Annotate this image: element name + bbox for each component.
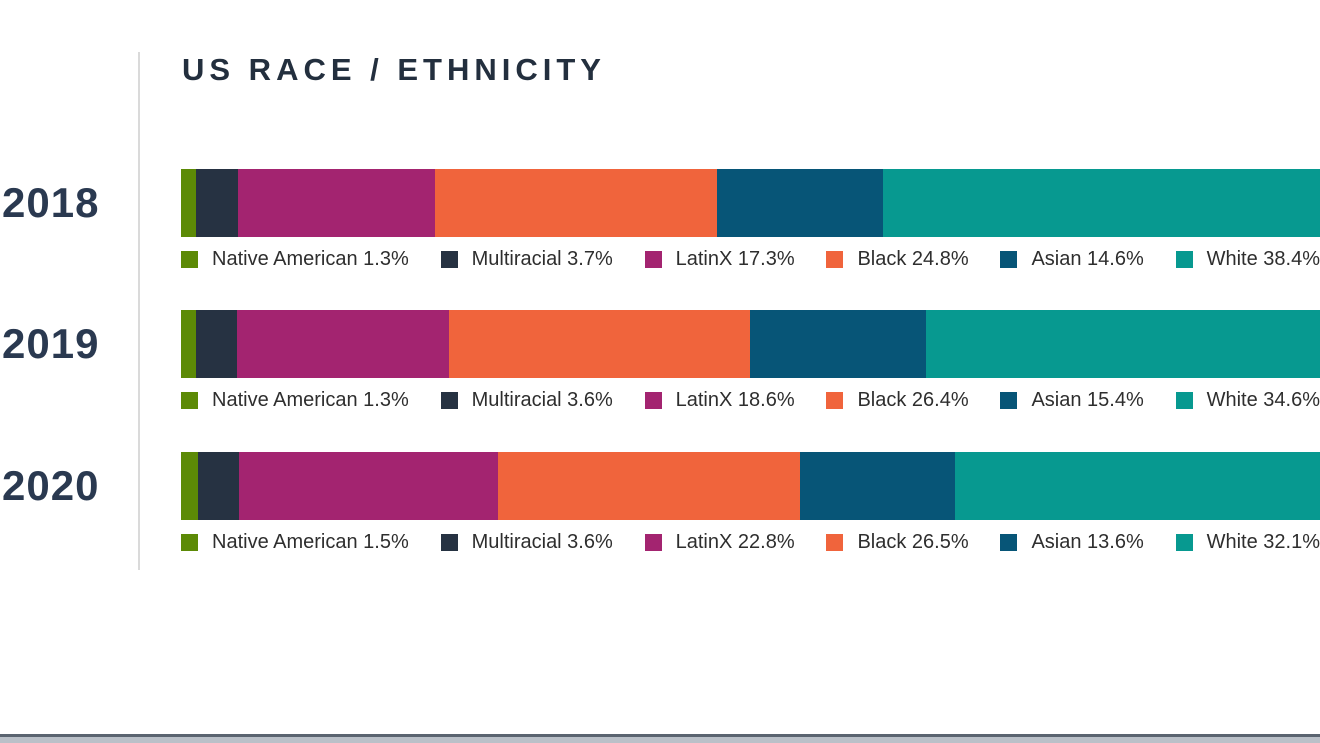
stacked-bar-2020: [181, 452, 1320, 520]
chart-row-2020: Native American 1.5% Multiracial 3.6% Lati…: [181, 452, 1320, 552]
legend-label: Asian 14.6%: [1031, 248, 1144, 270]
legend-label: LatinX 17.3%: [675, 248, 795, 270]
bar-segment-multiracial: [195, 310, 237, 378]
legend-swatch-icon: [1000, 391, 1018, 409]
legend-label: Black 26.4%: [857, 389, 969, 411]
legend-label: White 32.1%: [1206, 531, 1320, 553]
bar-segment-black: [498, 452, 800, 520]
chart-row-2019: Native American 1.3% Multiracial 3.6% Lati…: [181, 310, 1320, 410]
legend-label: Black 26.5%: [857, 531, 969, 553]
legend-item-black: Black 24.8%: [826, 248, 969, 270]
legend-row-2019: Native American 1.3% Multiracial 3.6% Lati…: [181, 390, 1320, 410]
bar-segment-multiracial: [198, 452, 240, 520]
chart-row-2018: Native American 1.3% Multiracial 3.7% Lati…: [181, 169, 1320, 269]
legend-swatch-icon: [440, 250, 458, 268]
legend-item-asian: Asian 13.6%: [1000, 531, 1144, 553]
bar-segment-asian: [800, 452, 955, 520]
stacked-bar-2019: [181, 310, 1320, 378]
legend-label: Asian 13.6%: [1031, 531, 1144, 553]
legend-item-latinx: LatinX 17.3%: [644, 248, 795, 270]
legend-swatch-icon: [644, 391, 662, 409]
footer-divider-line: [0, 734, 1320, 737]
stacked-bar-2018: [181, 169, 1320, 237]
bar-segment-white: [954, 452, 1320, 520]
legend-swatch-icon: [181, 533, 198, 551]
legend-label: Asian 15.4%: [1031, 389, 1144, 411]
legend-item-black: Black 26.4%: [826, 389, 969, 411]
legend-swatch-icon: [181, 391, 198, 409]
bar-segment-asian: [749, 310, 926, 378]
year-label-2018: 2018: [2, 179, 100, 226]
legend-swatch-icon: [440, 391, 458, 409]
legend-label: White 38.4%: [1206, 248, 1320, 270]
legend-label: LatinX 18.6%: [675, 389, 795, 411]
vertical-rule: [138, 52, 140, 570]
legend-swatch-icon: [1175, 533, 1193, 551]
bar-segment-latinx: [236, 310, 449, 378]
bar-segment-latinx: [239, 452, 499, 520]
legend-item-asian: Asian 15.4%: [1000, 389, 1144, 411]
legend-item-white: White 32.1%: [1175, 531, 1320, 553]
bar-segment-white: [925, 310, 1320, 378]
legend-item-asian: Asian 14.6%: [1000, 248, 1144, 270]
bar-segment-native-american: [181, 452, 199, 520]
bar-segment-asian: [716, 169, 884, 237]
legend-swatch-icon: [1000, 533, 1018, 551]
legend-swatch-icon: [644, 533, 662, 551]
legend-item-native-american: Native American 1.5%: [181, 532, 409, 552]
legend-label: Black 24.8%: [857, 248, 969, 270]
legend-item-multiracial: Multiracial 3.6%: [440, 531, 613, 553]
legend-swatch-icon: [1000, 250, 1018, 268]
legend-row-2020: Native American 1.5% Multiracial 3.6% Lati…: [181, 532, 1320, 552]
bar-segment-native-american: [181, 310, 196, 378]
legend-label: Multiracial 3.7%: [471, 248, 613, 270]
bar-segment-native-american: [181, 169, 196, 237]
legend-swatch-icon: [826, 533, 844, 551]
legend-label: Native American 1.3%: [212, 248, 409, 270]
legend-swatch-icon: [1175, 391, 1193, 409]
legend-item-native-american: Native American 1.3%: [181, 390, 409, 410]
legend-swatch-icon: [440, 533, 458, 551]
legend-label: Native American 1.3%: [212, 389, 409, 411]
year-label-2020: 2020: [2, 462, 100, 509]
legend-item-multiracial: Multiracial 3.6%: [440, 389, 613, 411]
bar-segment-multiracial: [195, 169, 238, 237]
legend-swatch-icon: [644, 250, 662, 268]
legend-swatch-icon: [826, 391, 844, 409]
legend-item-white: White 38.4%: [1175, 248, 1320, 270]
legend-item-black: Black 26.5%: [826, 531, 969, 553]
legend-item-latinx: LatinX 22.8%: [644, 531, 795, 553]
footer-divider-strip: [0, 737, 1320, 743]
legend-swatch-icon: [181, 250, 198, 268]
legend-label: White 34.6%: [1206, 389, 1320, 411]
legend-row-2018: Native American 1.3% Multiracial 3.7% Lati…: [181, 249, 1320, 269]
legend-label: Multiracial 3.6%: [471, 531, 613, 553]
legend-item-native-american: Native American 1.3%: [181, 249, 409, 269]
bar-segment-black: [434, 169, 717, 237]
legend-item-multiracial: Multiracial 3.7%: [440, 248, 613, 270]
legend-label: Native American 1.5%: [212, 531, 409, 553]
legend-swatch-icon: [1175, 250, 1193, 268]
legend-label: Multiracial 3.6%: [471, 389, 613, 411]
bar-segment-latinx: [237, 169, 435, 237]
bar-segment-white: [883, 169, 1320, 237]
legend-label: LatinX 22.8%: [675, 531, 795, 553]
year-label-2019: 2019: [2, 320, 100, 367]
bar-segment-black: [448, 310, 750, 378]
legend-swatch-icon: [826, 250, 844, 268]
legend-item-latinx: LatinX 18.6%: [644, 389, 795, 411]
legend-item-white: White 34.6%: [1175, 389, 1320, 411]
chart-title: US RACE / ETHNICITY: [182, 52, 606, 87]
